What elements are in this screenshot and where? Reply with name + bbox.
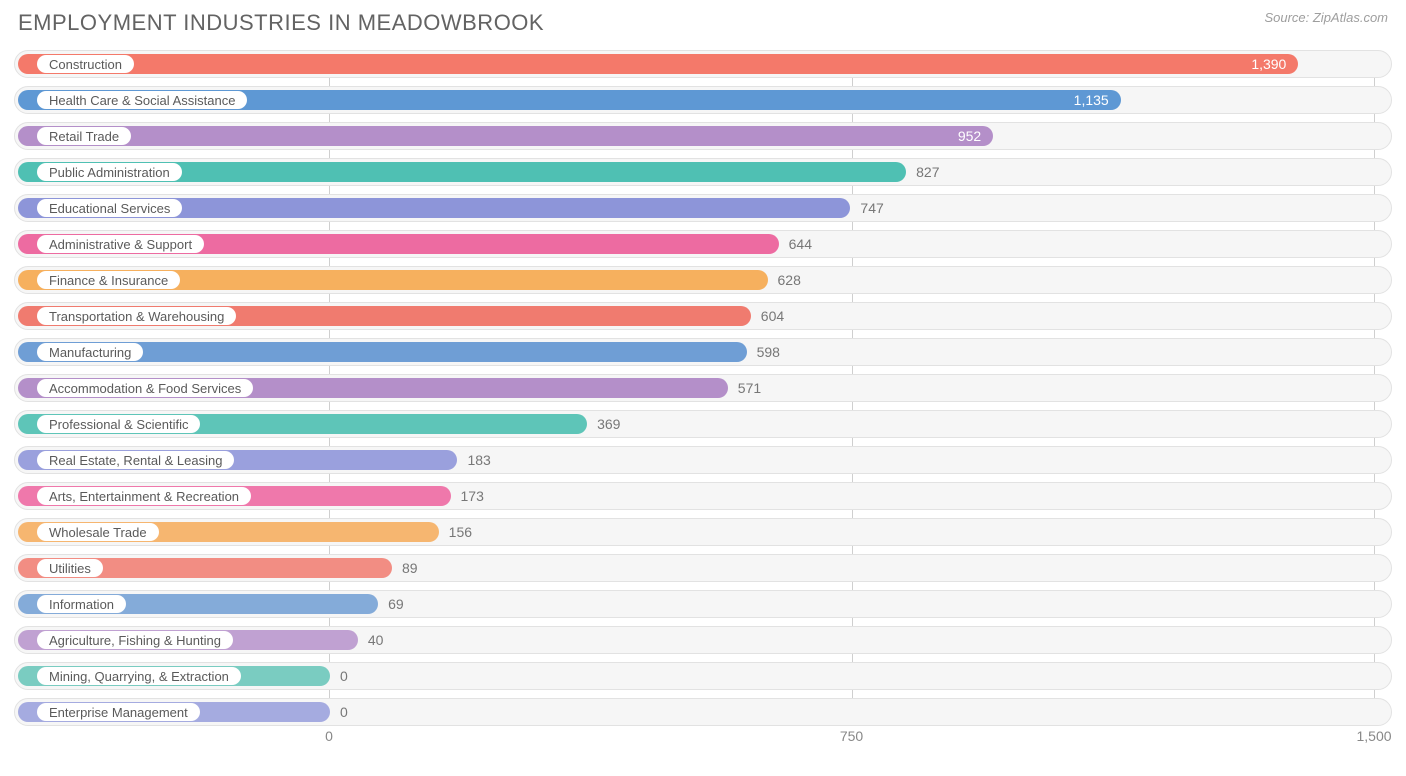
category-label: Finance & Insurance [37, 271, 180, 289]
chart-area: Construction1,390 Health Care & Social As… [14, 50, 1392, 726]
bar-row: Health Care & Social Assistance1,135 [14, 86, 1392, 114]
value-label: 69 [378, 591, 404, 617]
bar-row: Transportation & Warehousing 604 [14, 302, 1392, 330]
category-label: Utilities [37, 559, 103, 577]
category-label: Enterprise Management [37, 703, 200, 721]
bar-row: Manufacturing 598 [14, 338, 1392, 366]
category-label: Accommodation & Food Services [37, 379, 253, 397]
value-label: 89 [392, 555, 418, 581]
category-label: Manufacturing [37, 343, 143, 361]
category-label: Transportation & Warehousing [37, 307, 236, 325]
bar-row: Finance & Insurance 628 [14, 266, 1392, 294]
value-label: 604 [751, 303, 784, 329]
value-label: 40 [358, 627, 384, 653]
bar-row: Agriculture, Fishing & Hunting 40 [14, 626, 1392, 654]
value-label: 0 [330, 699, 348, 725]
category-label: Professional & Scientific [37, 415, 200, 433]
x-axis: 0 750 1,500 [14, 728, 1392, 752]
chart-source: Source: ZipAtlas.com [1264, 10, 1388, 25]
x-axis-label: 0 [325, 728, 333, 744]
value-label: 183 [457, 447, 490, 473]
value-label: 156 [439, 519, 472, 545]
bar-row: Retail Trade952 [14, 122, 1392, 150]
bar-row: Public Administration 827 [14, 158, 1392, 186]
category-label: Public Administration [37, 163, 182, 181]
category-label: Information [37, 595, 126, 613]
x-axis-label: 1,500 [1356, 728, 1391, 744]
category-label: Educational Services [37, 199, 182, 217]
value-label: 173 [451, 483, 484, 509]
category-label: Agriculture, Fishing & Hunting [37, 631, 233, 649]
bar-row: Construction1,390 [14, 50, 1392, 78]
bar-row: Enterprise Management 0 [14, 698, 1392, 726]
x-axis-label: 750 [840, 728, 863, 744]
bar-row: Arts, Entertainment & Recreation 173 [14, 482, 1392, 510]
bar-row: Accommodation & Food Services 571 [14, 374, 1392, 402]
value-label: 952 [15, 123, 993, 149]
bar-row: Information 69 [14, 590, 1392, 618]
value-label: 571 [728, 375, 761, 401]
value-label: 369 [587, 411, 620, 437]
bar-row: Mining, Quarrying, & Extraction 0 [14, 662, 1392, 690]
category-label: Administrative & Support [37, 235, 204, 253]
chart-header: EMPLOYMENT INDUSTRIES IN MEADOWBROOK Sou… [14, 10, 1392, 36]
value-label: 598 [747, 339, 780, 365]
chart-title: EMPLOYMENT INDUSTRIES IN MEADOWBROOK [18, 10, 544, 36]
value-label: 644 [779, 231, 812, 257]
bar-row: Real Estate, Rental & Leasing 183 [14, 446, 1392, 474]
bar-row: Wholesale Trade 156 [14, 518, 1392, 546]
bar-row: Educational Services 747 [14, 194, 1392, 222]
bar-row: Professional & Scientific 369 [14, 410, 1392, 438]
bar-row: Administrative & Support 644 [14, 230, 1392, 258]
value-label: 1,135 [15, 87, 1121, 113]
value-label: 747 [850, 195, 883, 221]
category-label: Arts, Entertainment & Recreation [37, 487, 251, 505]
category-label: Mining, Quarrying, & Extraction [37, 667, 241, 685]
value-label: 628 [768, 267, 801, 293]
value-label: 0 [330, 663, 348, 689]
value-label: 827 [906, 159, 939, 185]
bar-row: Utilities 89 [14, 554, 1392, 582]
category-label: Wholesale Trade [37, 523, 159, 541]
value-label: 1,390 [15, 51, 1298, 77]
category-label: Real Estate, Rental & Leasing [37, 451, 234, 469]
